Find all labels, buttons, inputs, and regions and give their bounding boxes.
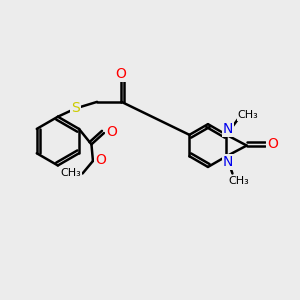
Text: S: S [71,101,80,116]
Text: O: O [115,67,126,81]
Text: O: O [95,153,106,167]
Text: O: O [267,137,278,151]
Text: N: N [223,154,233,169]
Text: N: N [223,122,233,136]
Text: CH₃: CH₃ [61,169,82,178]
Text: O: O [106,124,117,139]
Text: CH₃: CH₃ [238,110,258,120]
Text: CH₃: CH₃ [229,176,249,186]
